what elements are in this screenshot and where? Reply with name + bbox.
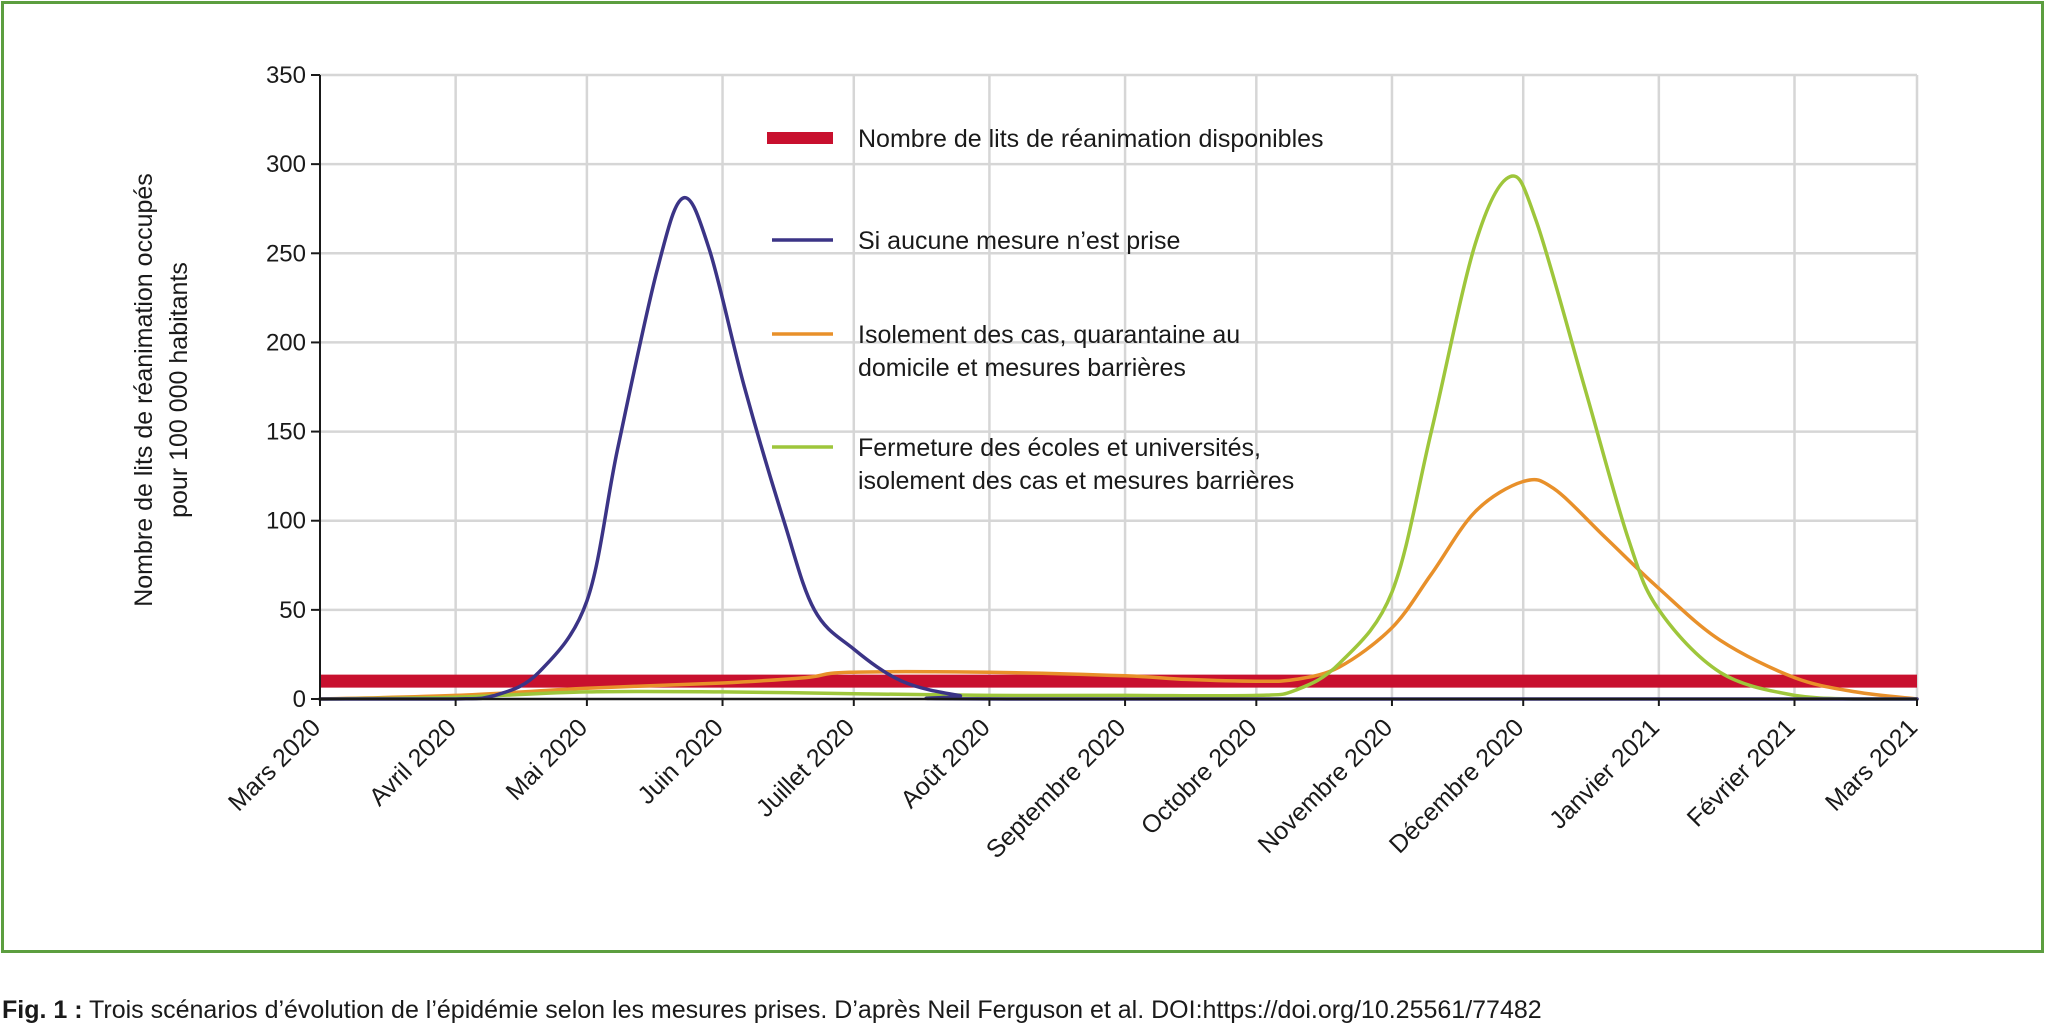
legend-item: Si aucune mesure n’est prise (772, 227, 1180, 255)
x-tick-label: Juin 2020 (632, 713, 728, 809)
legend-label: domicile et mesures barrières (858, 354, 1186, 382)
caption-text: Trois scénarios d’évolution de l’épidémi… (82, 996, 1542, 1024)
x-tick-label: Juillet 2020 (751, 713, 860, 822)
x-tick-label: Mars 2021 (1820, 713, 1923, 816)
figure-caption: Fig. 1 : Trois scénarios d’évolution de … (2, 996, 1542, 1025)
legend-swatch (767, 132, 833, 144)
legend-label: Si aucune mesure n’est prise (858, 227, 1180, 255)
x-tick-label: Avril 2020 (364, 713, 462, 811)
legend-label: Nombre de lits de réanimation disponible… (858, 125, 1324, 153)
x-tick-label: Septembre 2020 (981, 713, 1132, 864)
y-tick-label: 250 (266, 240, 306, 267)
y-tick-label: 300 (266, 151, 306, 178)
legend-item: Isolement des cas, quarantaine au domicil… (772, 321, 1240, 382)
x-tick-label: Mars 2020 (223, 713, 326, 816)
x-tick-label: Mai 2020 (501, 713, 594, 806)
y-tick-label: 150 (266, 419, 306, 446)
legend-label: Fermeture des écoles et universités, (858, 434, 1261, 462)
y-tick-label: 350 (266, 62, 306, 89)
x-tick-label: Novembre 2020 (1253, 713, 1399, 859)
legend-label: isolement des cas et mesures barrières (858, 467, 1294, 495)
series-line-isolement-des-cas-quarantaine-au-domicil (318, 477, 1919, 701)
y-tick-label: 50 (279, 597, 306, 624)
figure-frame (1, 1, 2044, 953)
x-tick-label: Décembre 2020 (1384, 713, 1530, 859)
x-tick-label: Janvier 2021 (1544, 713, 1665, 834)
axes (311, 74, 1918, 706)
legend-item: Nombre de lits de réanimation disponible… (767, 125, 1324, 153)
y-tick-label: 100 (266, 508, 306, 535)
legend: Nombre de lits de réanimation disponible… (767, 125, 1324, 495)
x-tick-label: Octobre 2020 (1136, 713, 1263, 840)
y-tick-label: 200 (266, 329, 306, 356)
tick-labels: 0 50 100 150 200 250 300 350 Mars 2020 Avril 2020… (223, 62, 1923, 864)
grid-lines (320, 73, 1919, 699)
x-tick-label: Février 2021 (1682, 713, 1801, 832)
line-chart: 0 50 100 150 200 250 300 350 Mars 2020 Avril 2020… (130, 62, 1923, 864)
y-axis-title-line: pour 100 000 habitants (165, 262, 193, 518)
series-line-fermeture-des-ecoles-et-universites-isol (318, 174, 1919, 701)
y-tick-label: 0 (293, 686, 306, 713)
caption-label: Fig. 1 : (2, 996, 83, 1024)
y-axis-title-line: Nombre de lits de réanimation occupés (130, 173, 158, 607)
x-tick-label: Août 2020 (895, 713, 995, 813)
legend-item: Fermeture des écoles et universités, isol… (772, 434, 1294, 495)
legend-label: Isolement des cas, quarantaine au (858, 321, 1240, 349)
y-axis-title: Nombre de lits de réanimation occupés pou… (130, 173, 193, 607)
